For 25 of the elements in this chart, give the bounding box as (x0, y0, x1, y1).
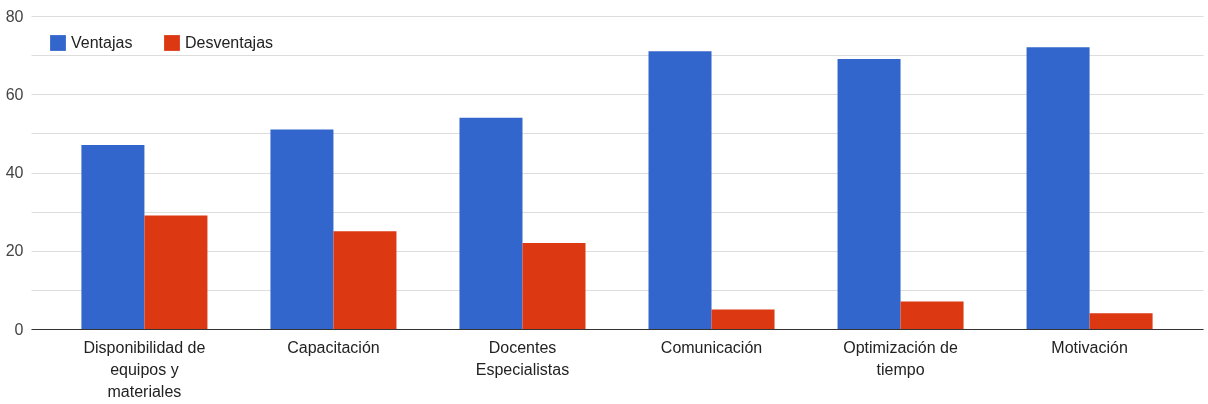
legend-label: Desventajas (185, 34, 274, 51)
bar (459, 117, 523, 329)
y-tick-label: 60 (5, 85, 24, 103)
x-tick-label: Disponibilidad de equipos y materiales (83, 338, 206, 400)
bar (522, 242, 586, 329)
x-tick-label: Capacitación (287, 338, 380, 356)
bar (270, 129, 334, 329)
bar (1089, 313, 1153, 329)
bar (900, 301, 964, 329)
y-tick-label: 0 (14, 320, 24, 338)
bar (711, 309, 775, 329)
x-tick-label: Motivación (1051, 338, 1128, 356)
bar (837, 59, 901, 329)
y-tick-label: 40 (5, 164, 24, 181)
bar (144, 215, 208, 329)
bar (648, 51, 712, 329)
bar (81, 145, 145, 329)
bar (1026, 47, 1090, 329)
bar (333, 231, 397, 329)
y-tick-label: 20 (5, 242, 24, 260)
x-tick-label: Optimización de tiempo (843, 338, 959, 378)
x-tick-label: Comunicación (660, 338, 763, 356)
y-tick-label: 80 (5, 7, 24, 25)
legend-label: Ventajas (71, 34, 133, 51)
x-tick-label: Docentes Especialistas (475, 338, 570, 378)
